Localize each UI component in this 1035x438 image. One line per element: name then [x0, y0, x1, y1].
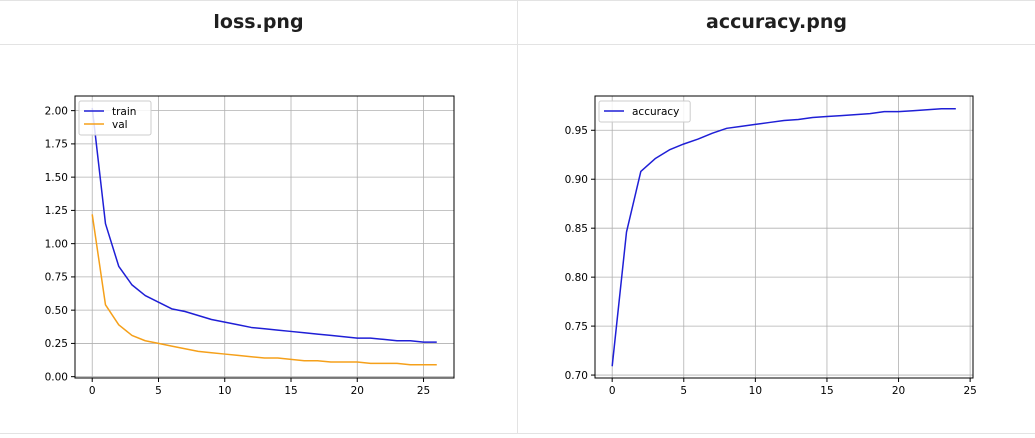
y-tick-label: 1.75	[45, 139, 68, 151]
x-tick-label: 20	[892, 385, 905, 397]
y-tick-label: 0.00	[45, 371, 68, 383]
y-tick-label: 0.75	[565, 321, 588, 333]
legend-box	[598, 100, 691, 123]
x-tick-label: 15	[820, 385, 833, 397]
y-tick-label: 0.85	[565, 223, 588, 235]
x-tick-label: 20	[351, 385, 364, 397]
x-tick-label: 5	[155, 385, 162, 397]
x-tick-label: 10	[749, 385, 762, 397]
y-tick-label: 0.75	[45, 272, 68, 284]
legend-box	[78, 100, 152, 136]
y-tick-label: 1.25	[45, 205, 68, 217]
y-tick-label: 1.00	[45, 238, 68, 250]
y-tick-label: 2.00	[45, 105, 68, 117]
plot-frame	[74, 95, 455, 379]
series-line-accuracy	[611, 107, 956, 367]
loss-chart: 0 5 10 15 20 25 0.00 0.25 0.50 0.75 1.00 1.25 1.50 1.…	[45, 95, 455, 397]
column-header-accuracy: accuracy.png	[706, 11, 847, 33]
x-tick-label: 0	[89, 385, 96, 397]
y-tick-label: 0.95	[565, 125, 588, 137]
plot-frame	[594, 95, 974, 379]
column-divider	[517, 0, 518, 434]
x-tick-label: 5	[680, 385, 687, 397]
x-tick-label: 10	[218, 385, 231, 397]
y-tick-label: 0.70	[565, 370, 588, 382]
y-tick-label: 0.90	[565, 174, 588, 186]
y-tick-label: 0.25	[45, 338, 68, 350]
y-tick-label: 1.50	[45, 172, 68, 184]
legend: accuracy	[598, 100, 691, 123]
y-tick-label: 0.50	[45, 305, 68, 317]
legend-label-val: val	[112, 119, 128, 131]
accuracy-chart: 0 5 10 15 20 25 0.70 0.75 0.80 0.85 0.90 0.95 accura…	[565, 95, 977, 397]
legend-label-train: train	[112, 106, 136, 118]
x-tick-label: 0	[609, 385, 616, 397]
x-tick-label: 25	[417, 385, 430, 397]
x-tick-label: 15	[284, 385, 297, 397]
series-line-val	[91, 214, 437, 366]
legend-label-accuracy: accuracy	[632, 106, 679, 118]
series-line-train	[91, 107, 437, 343]
y-tick-label: 0.80	[565, 272, 588, 284]
column-header-loss: loss.png	[213, 11, 304, 33]
x-tick-label: 25	[963, 385, 976, 397]
